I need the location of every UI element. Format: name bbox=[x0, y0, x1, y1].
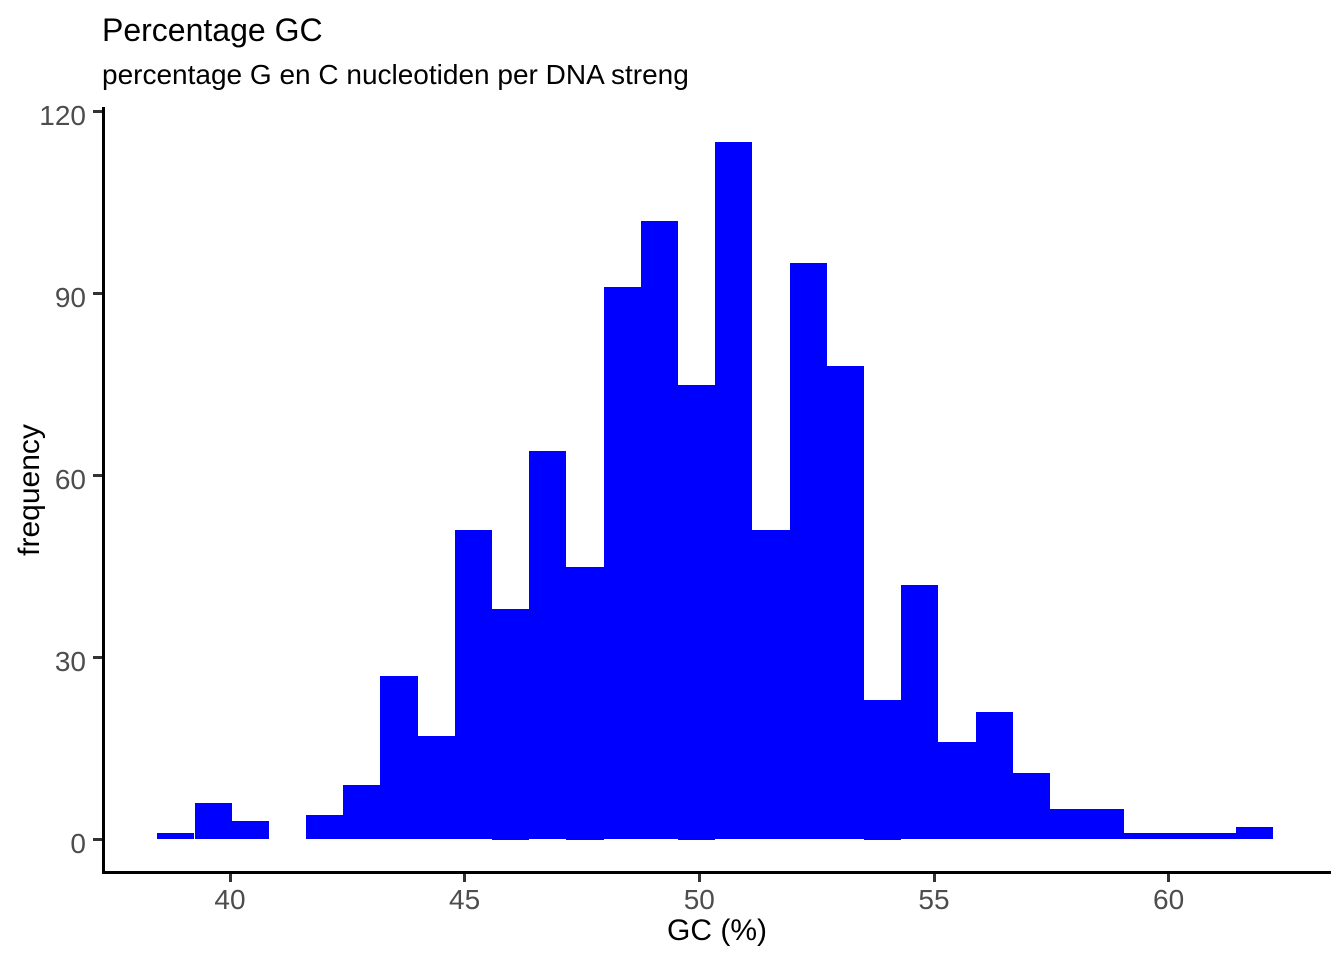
histogram-bar bbox=[938, 742, 976, 840]
histogram-bar bbox=[1236, 827, 1274, 840]
histogram-bar bbox=[1161, 833, 1199, 840]
plot-subtitle: percentage G en C nucleotiden per DNA st… bbox=[102, 59, 689, 90]
y-tick-mark bbox=[93, 110, 102, 113]
histogram-bar bbox=[157, 833, 195, 840]
y-tick-label: 60 bbox=[54, 463, 86, 495]
x-tick-label: 60 bbox=[1153, 884, 1185, 915]
x-tick-mark bbox=[228, 874, 232, 882]
histogram-bar bbox=[975, 712, 1013, 840]
histogram-bar bbox=[343, 784, 381, 840]
histogram-bar bbox=[529, 451, 567, 840]
histogram-bar bbox=[640, 220, 678, 840]
histogram-bar bbox=[603, 287, 641, 840]
histogram-bar bbox=[231, 821, 269, 840]
x-tick-label: 40 bbox=[214, 884, 246, 915]
histogram-bar bbox=[380, 675, 418, 840]
x-axis-line bbox=[102, 871, 1331, 874]
x-tick-mark bbox=[697, 874, 701, 882]
histogram-bar bbox=[1012, 772, 1050, 840]
x-tick-mark bbox=[932, 874, 936, 882]
y-tick-mark bbox=[93, 656, 102, 659]
histogram-bar bbox=[789, 263, 827, 840]
y-tick-label: 0 bbox=[70, 827, 86, 859]
histogram-bar bbox=[1087, 809, 1125, 840]
histogram-bar bbox=[417, 736, 455, 840]
x-axis-title: GC (%) bbox=[667, 914, 767, 947]
y-tick-mark bbox=[93, 474, 102, 477]
y-tick-label: 90 bbox=[54, 281, 86, 313]
y-tick-mark bbox=[93, 838, 102, 841]
histogram-bar bbox=[306, 815, 344, 840]
y-axis-line bbox=[102, 107, 105, 874]
histogram-bar bbox=[492, 609, 530, 840]
histogram-bar bbox=[715, 141, 753, 840]
histogram-bar bbox=[1050, 809, 1088, 840]
histogram-bar bbox=[901, 584, 939, 840]
histogram-bar bbox=[454, 530, 492, 840]
y-tick-mark bbox=[93, 292, 102, 295]
x-tick-label: 45 bbox=[449, 884, 481, 915]
histogram-bar bbox=[826, 366, 864, 840]
histogram-bar bbox=[194, 803, 232, 840]
histogram-bar bbox=[678, 384, 716, 840]
histogram-bar bbox=[1124, 833, 1162, 840]
x-tick-label: 50 bbox=[683, 884, 715, 915]
histogram-bar bbox=[752, 530, 790, 840]
histogram-bar bbox=[1198, 833, 1236, 840]
y-tick-label: 120 bbox=[39, 99, 86, 131]
x-tick-mark bbox=[1167, 874, 1171, 882]
x-tick-mark bbox=[463, 874, 467, 882]
plot-title: Percentage GC bbox=[102, 12, 323, 48]
y-tick-label: 30 bbox=[54, 645, 86, 677]
x-tick-label: 55 bbox=[918, 884, 950, 915]
histogram-bar bbox=[566, 566, 604, 840]
histogram-bar bbox=[864, 700, 902, 840]
